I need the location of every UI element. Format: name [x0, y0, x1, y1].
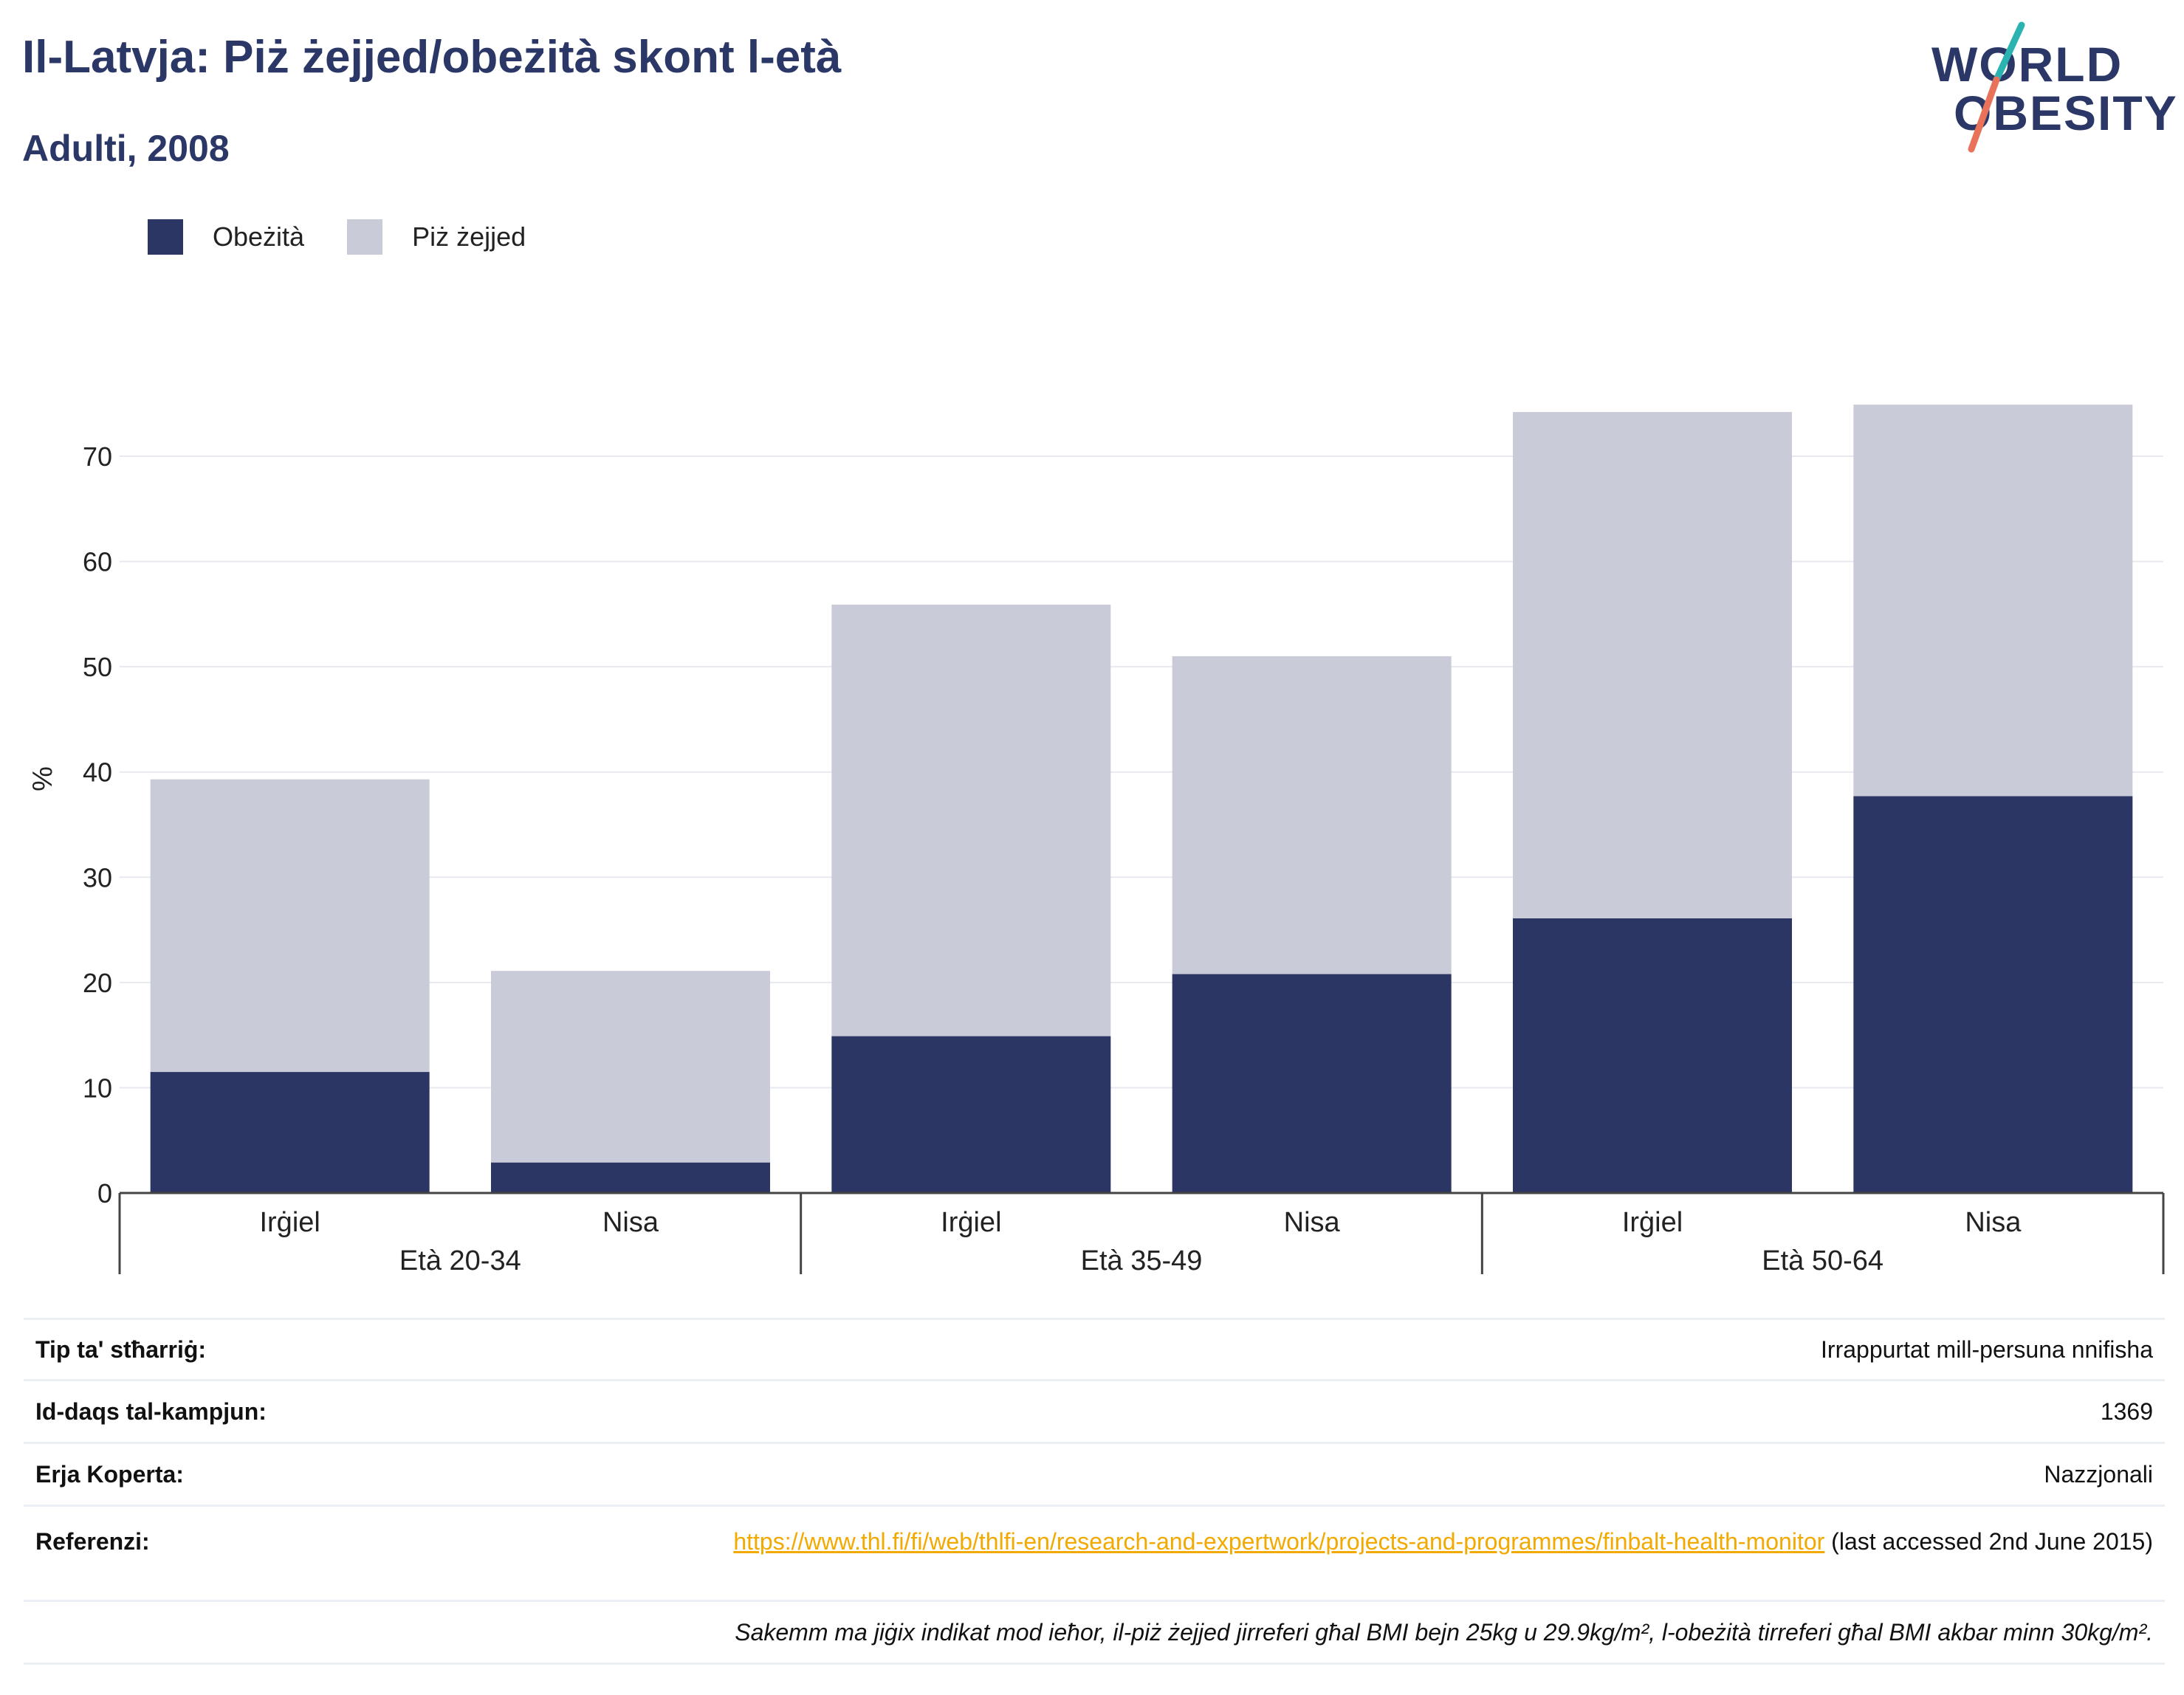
bar-obesity	[1172, 974, 1452, 1193]
stacked-bar-chart: 0 10 20 30 40 50 60 70% Irġiel Nisa Irġiel Nisa Irġi…	[27, 405, 2165, 1276]
y-tick-label: 0	[97, 1178, 112, 1208]
x-tick-label: Irġiel	[1622, 1207, 1683, 1238]
x-tick-label: Nisa	[1284, 1207, 1341, 1238]
bar-obesity	[150, 1072, 430, 1193]
group-label: Età 50-64	[1762, 1245, 1883, 1276]
y-axis-title: %	[27, 766, 58, 791]
y-tick-label: 70	[83, 441, 112, 472]
bar-obesity	[831, 1036, 1111, 1193]
legend-item-overweight[interactable]: Piż żejjed	[347, 219, 526, 255]
chart-subtitle: Adulti, 2008	[22, 128, 230, 169]
coverage-label: Erja Koperta:	[35, 1460, 184, 1488]
world-obesity-logo: WORLD OBESITY	[1927, 21, 2177, 154]
legend-item-obesity[interactable]: Obeżità	[148, 219, 304, 255]
bar-overweight	[1513, 412, 1792, 918]
y-tick-label: 50	[83, 652, 112, 682]
references-value: https://www.thl.fi/fi/web/thlfi-en/resea…	[602, 1507, 2165, 1557]
sample-size-label: Id-daqs tal-kampjun:	[35, 1397, 267, 1425]
legend-label-obesity: Obeżità	[213, 221, 305, 252]
bar-overweight	[150, 779, 430, 1073]
x-tick-label: Irġiel	[259, 1207, 320, 1238]
bar-overweight	[831, 605, 1111, 1036]
reference-note: (last accessed 2nd June 2015)	[1824, 1528, 2153, 1555]
info-row-references: Referenzi: https://www.thl.fi/fi/web/thl…	[24, 1505, 2165, 1600]
info-row-survey-type: Tip ta' stħarriġ: Irrappurtat mill-persu…	[24, 1318, 2165, 1379]
survey-type-label: Tip ta' stħarriġ:	[35, 1335, 207, 1363]
y-tick-label: 10	[83, 1073, 112, 1103]
bar-obesity	[1853, 796, 2133, 1193]
logo-slash-icon	[1968, 21, 2025, 153]
info-row-coverage: Erja Koperta: Nazzjonali	[24, 1442, 2165, 1505]
group-label: Età 35-49	[1081, 1245, 1203, 1276]
metadata-table: Tip ta' stħarriġ: Irrappurtat mill-persu…	[24, 1318, 2165, 1665]
group-label: Età 20-34	[399, 1245, 521, 1276]
reference-link[interactable]: https://www.thl.fi/fi/web/thlfi-en/resea…	[733, 1528, 1825, 1555]
survey-type-value: Irrappurtat mill-persuna nnifisha	[1821, 1335, 2153, 1363]
y-tick-label: 20	[83, 968, 112, 998]
chart-legend: Obeżità Piż żejjed	[148, 219, 569, 255]
chart-title: Il-Latvja: Piż żejjed/obeżità skont l-et…	[22, 32, 842, 83]
x-tick-label: Nisa	[602, 1207, 659, 1238]
x-tick-label: Irġiel	[941, 1207, 1001, 1238]
bar-obesity	[1513, 918, 1792, 1193]
logo-text-line1: WORLD	[1931, 37, 2123, 92]
references-label: Referenzi:	[35, 1528, 150, 1555]
x-tick-label: Nisa	[1965, 1207, 2022, 1238]
legend-swatch-overweight	[347, 219, 383, 255]
y-tick-label: 60	[83, 547, 112, 577]
bar-overweight	[1172, 656, 1452, 974]
bar-overweight	[491, 971, 770, 1163]
info-row-sample-size: Id-daqs tal-kampjun: 1369	[24, 1379, 2165, 1442]
info-row-footnote: Sakemm ma jiġix indikat mod ieħor, il-pi…	[24, 1600, 2165, 1665]
legend-swatch-obesity	[148, 219, 183, 255]
bar-overweight	[1853, 405, 2133, 797]
bar-obesity	[491, 1162, 770, 1193]
footnote: Sakemm ma jiġix indikat mod ieħor, il-pi…	[735, 1618, 2153, 1646]
coverage-value: Nazzjonali	[2044, 1460, 2153, 1488]
y-tick-label: 40	[83, 757, 112, 788]
sample-size-value: 1369	[2100, 1397, 2153, 1425]
y-tick-label: 30	[83, 862, 112, 893]
legend-label-overweight: Piż żejjed	[412, 221, 526, 252]
